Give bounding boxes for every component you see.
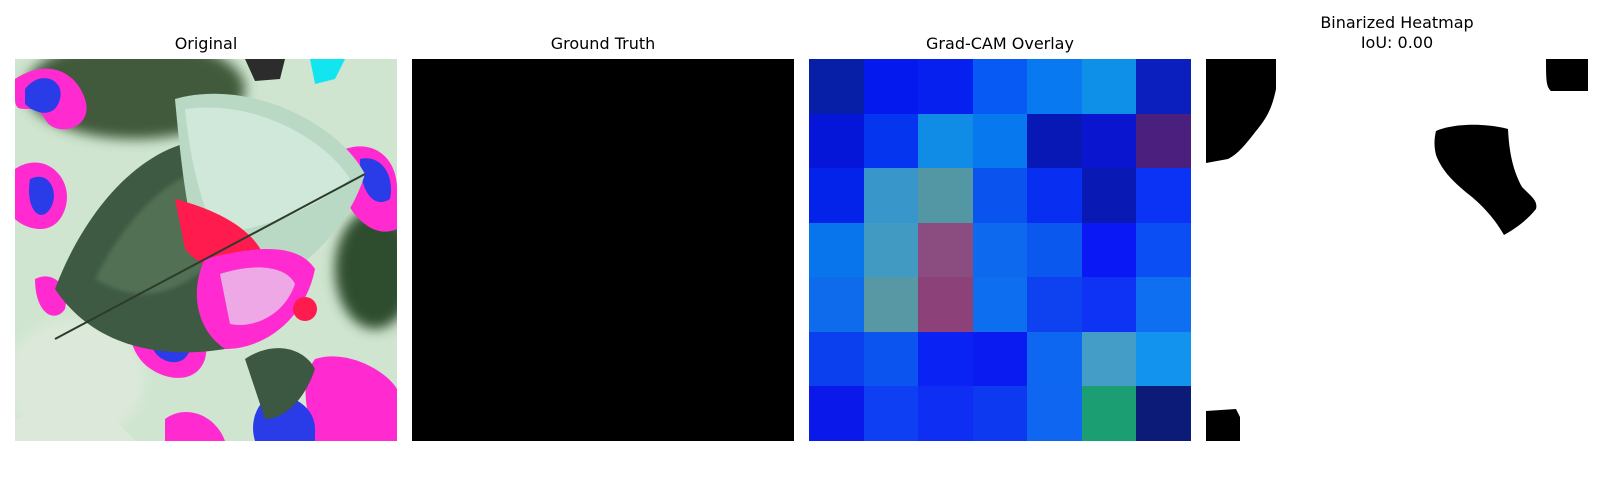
heatmap-cell-r3-c6: [1136, 222, 1191, 278]
gradcam-title: Grad-CAM Overlay: [926, 34, 1074, 53]
heatmap-cell-r4-c5: [1081, 277, 1137, 332]
heatmap-cell-r2-c4: [1027, 168, 1082, 223]
heatmap-cell-r2-c1: [863, 168, 919, 223]
heatmap-cell-r6-c3: [972, 386, 1028, 441]
heatmap-cell-r0-c2: [918, 59, 973, 114]
gradcam-grid: [809, 59, 1191, 441]
heatmap-cell-r4-c0: [809, 277, 864, 332]
heatmap-cell-r3-c0: [809, 222, 864, 278]
gradcam-heatmap: [809, 59, 1191, 441]
original-title: Original: [174, 34, 238, 53]
ground-truth-mask: [412, 59, 794, 441]
heatmap-cell-r3-c1: [863, 222, 919, 278]
mask-region-top-left: [1206, 59, 1276, 163]
heatmap-cell-r4-c2: [918, 277, 973, 332]
heatmap-cell-r0-c0: [809, 59, 864, 114]
original-panel: Original: [15, 0, 397, 500]
heatmap-cell-r4-c6: [1136, 277, 1191, 332]
heatmap-cell-r5-c0: [809, 331, 864, 387]
heatmap-cell-r2-c5: [1081, 168, 1137, 223]
binarized-mask-shapes: [1206, 59, 1588, 441]
original-image-artwork: [15, 59, 397, 441]
ground-truth-title: Ground Truth: [550, 34, 656, 53]
heatmap-cell-r0-c6: [1136, 59, 1191, 114]
heatmap-cell-r4-c1: [863, 277, 919, 332]
heatmap-cell-r6-c5: [1081, 386, 1137, 441]
heatmap-cell-r3-c4: [1027, 222, 1082, 278]
heatmap-cell-r0-c5: [1081, 59, 1137, 114]
heatmap-cell-r1-c6: [1136, 113, 1191, 169]
heatmap-cell-r5-c2: [918, 331, 973, 387]
original-image: [15, 59, 397, 441]
heatmap-cell-r1-c4: [1027, 113, 1082, 169]
heatmap-cell-r1-c5: [1081, 113, 1137, 169]
binarized-title: Binarized Heatmap IoU: 0.00: [1320, 13, 1474, 52]
heatmap-cell-r5-c4: [1027, 331, 1082, 387]
heatmap-cell-r4-c3: [972, 277, 1028, 332]
heatmap-cell-r2-c6: [1136, 168, 1191, 223]
heatmap-cell-r5-c5: [1081, 331, 1137, 387]
heatmap-cell-r0-c1: [863, 59, 919, 114]
heatmap-cell-r1-c0: [809, 113, 864, 169]
mask-region-center-right: [1434, 124, 1537, 235]
heatmap-cell-r5-c6: [1136, 331, 1191, 387]
heatmap-cell-r6-c1: [863, 386, 919, 441]
heatmap-cell-r6-c6: [1136, 386, 1191, 441]
heatmap-cell-r3-c2: [918, 222, 973, 278]
binarized-panel: Binarized Heatmap IoU: 0.00: [1206, 0, 1588, 500]
heatmap-cell-r4-c4: [1027, 277, 1082, 332]
heatmap-cell-r2-c0: [809, 168, 864, 223]
heatmap-cell-r2-c2: [918, 168, 973, 223]
mask-region-top-right: [1546, 59, 1588, 91]
heatmap-cell-r6-c0: [809, 386, 864, 441]
heatmap-cell-r2-c3: [972, 168, 1028, 223]
heatmap-cell-r5-c3: [972, 331, 1028, 387]
heatmap-cell-r0-c4: [1027, 59, 1082, 114]
binarized-mask: [1206, 59, 1588, 441]
heatmap-cell-r1-c3: [972, 113, 1028, 169]
heatmap-cell-r1-c2: [918, 113, 973, 169]
heatmap-cell-r6-c2: [918, 386, 973, 441]
gradcam-panel: Grad-CAM Overlay: [809, 0, 1191, 500]
mask-region-bottom-left: [1206, 409, 1240, 441]
heatmap-cell-r3-c3: [972, 222, 1028, 278]
heatmap-cell-r0-c3: [972, 59, 1028, 114]
heatmap-cell-r3-c5: [1081, 222, 1137, 278]
heatmap-cell-r6-c4: [1027, 386, 1082, 441]
ground-truth-panel: Ground Truth: [412, 0, 794, 500]
heatmap-cell-r1-c1: [863, 113, 919, 169]
heatmap-cell-r5-c1: [863, 331, 919, 387]
